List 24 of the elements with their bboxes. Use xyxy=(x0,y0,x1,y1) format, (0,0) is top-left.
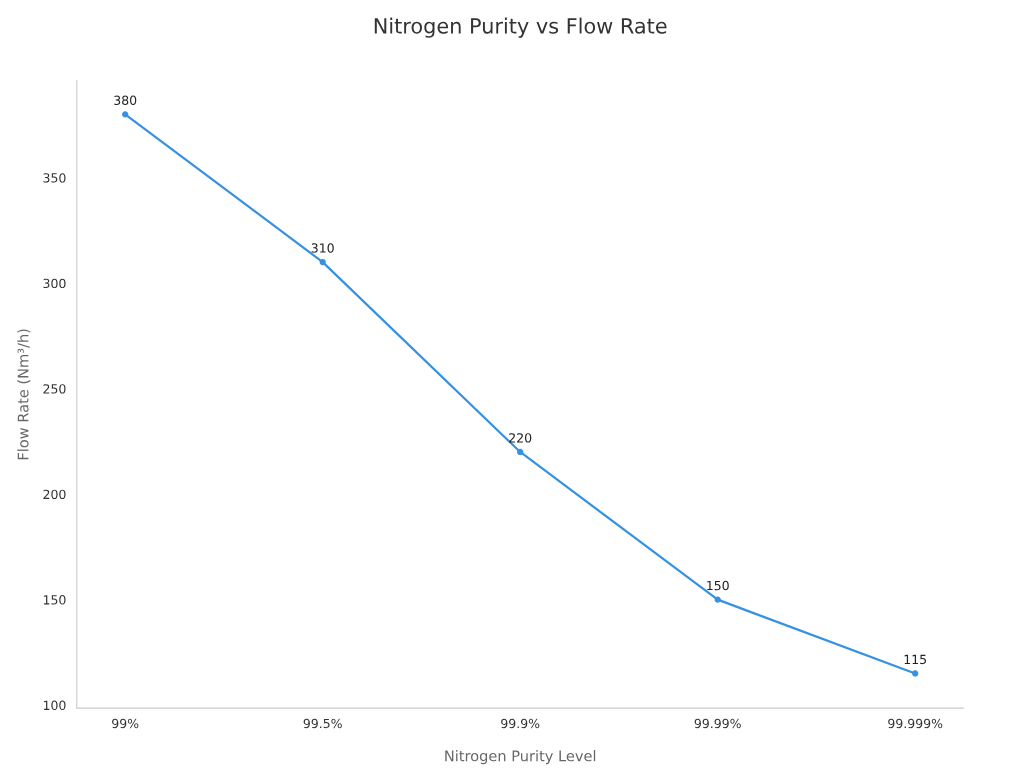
data-label: 220 xyxy=(509,433,532,443)
chart-title: Nitrogen Purity vs Flow Rate xyxy=(374,17,667,38)
y-axis-title: Flow Rate (Nm³/h) xyxy=(17,329,31,460)
y-tick-label: 200 xyxy=(43,489,66,500)
y-tick-label: 250 xyxy=(43,384,66,394)
y-tick-label: 150 xyxy=(43,595,66,605)
x-tick-label: 99.9% xyxy=(501,718,540,729)
data-label: 115 xyxy=(904,654,927,665)
y-tick-label: 100 xyxy=(43,700,66,711)
x-tick-label: 99.99% xyxy=(694,718,741,729)
data-label: 380 xyxy=(114,95,137,106)
x-tick-label: 99.999% xyxy=(888,718,943,729)
x-axis-title: Nitrogen Purity Level xyxy=(445,750,596,765)
point xyxy=(122,111,129,118)
y-tick-label: 300 xyxy=(43,278,66,289)
point xyxy=(912,670,919,677)
data-label: 150 xyxy=(707,580,729,591)
x-tick-label: 99.5% xyxy=(303,718,342,729)
y-tick-label: 350 xyxy=(43,173,66,183)
point xyxy=(319,258,326,266)
point xyxy=(517,448,524,456)
data-label: 310 xyxy=(311,243,334,253)
point xyxy=(714,596,721,603)
x-tick-label: 99% xyxy=(112,718,139,729)
